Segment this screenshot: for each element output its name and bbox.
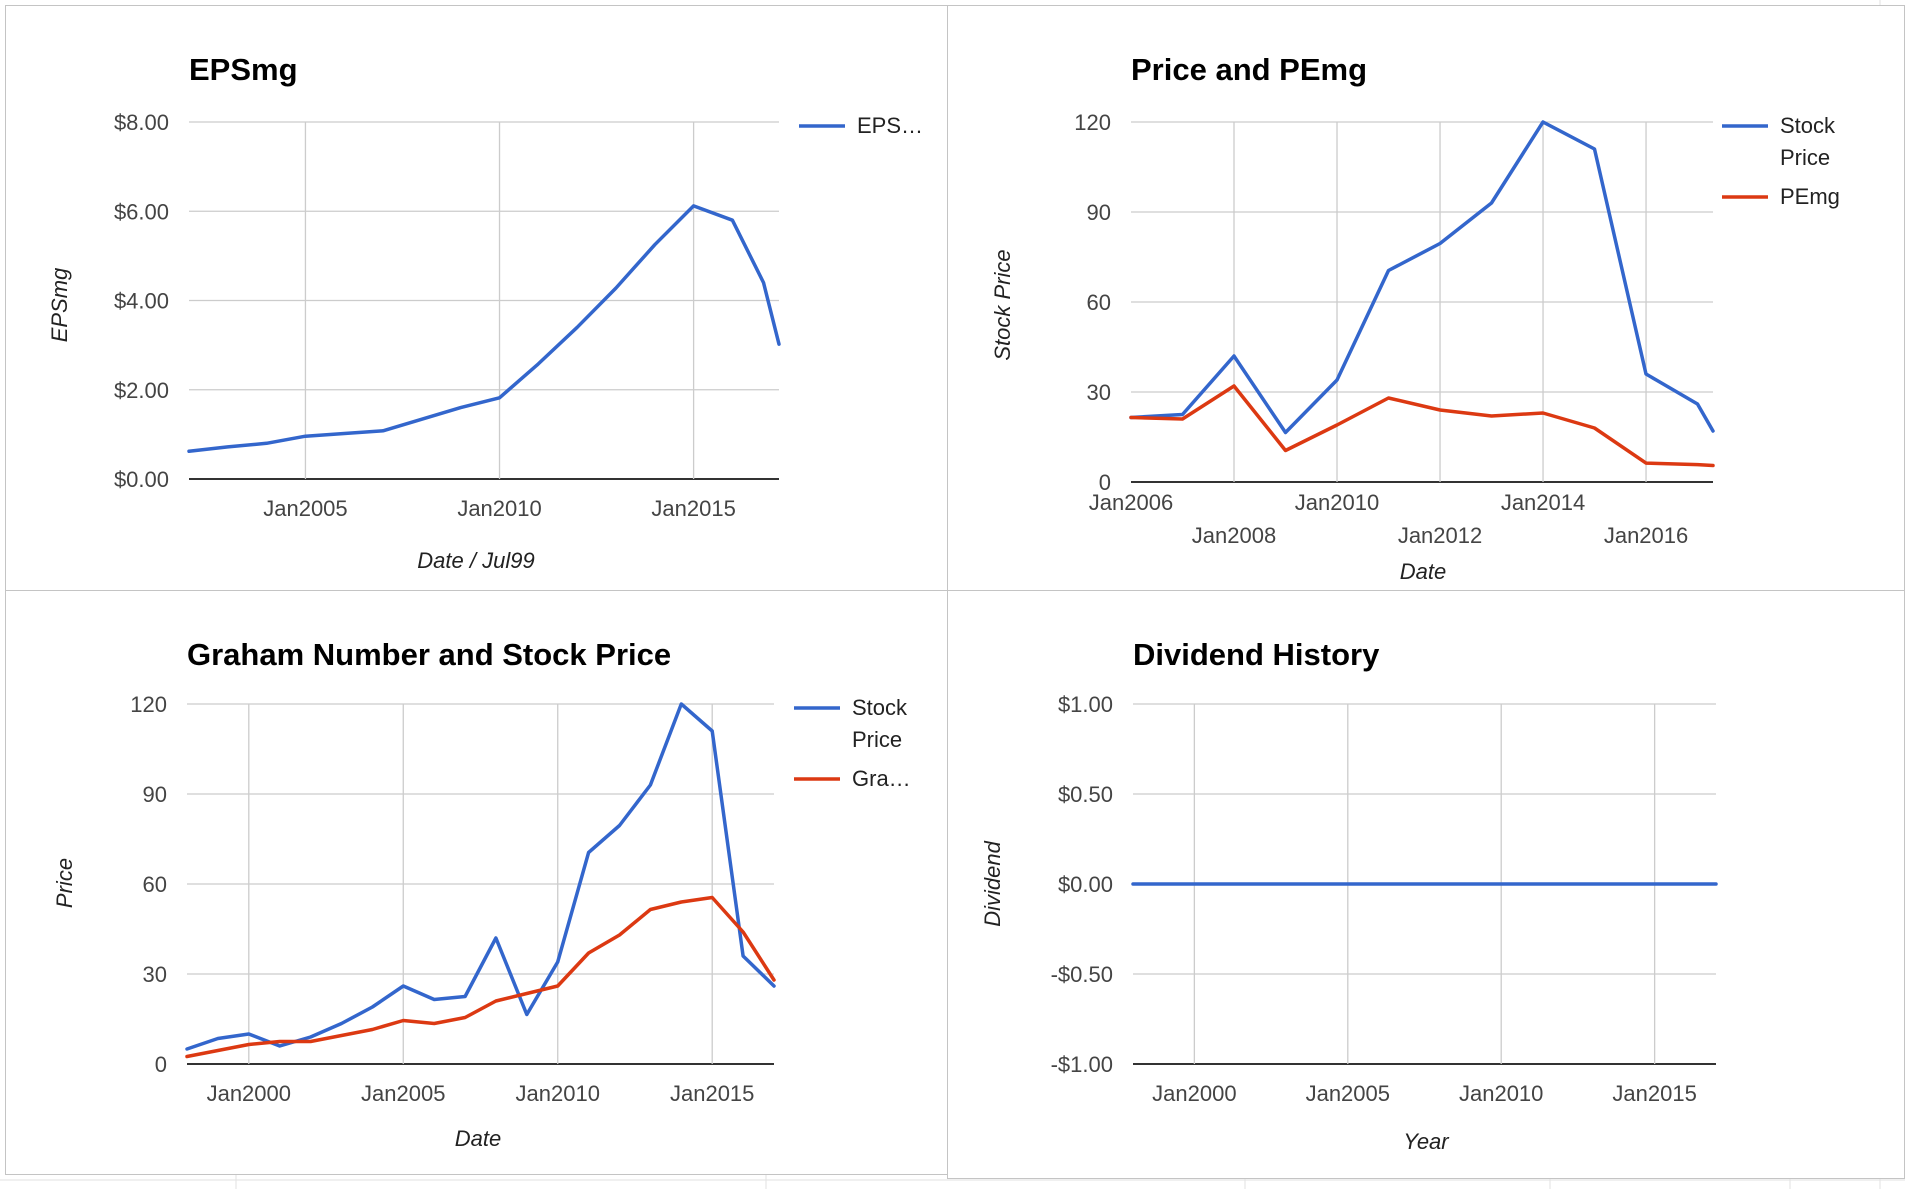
chart-panel-graham[interactable]: Graham Number and Stock Price 0 30 60 90 120…: [5, 590, 948, 1175]
graham-chart: Graham Number and Stock Price 0 30 60 90 120…: [52, 637, 911, 1151]
y-tick-label: $1.00: [1058, 692, 1113, 717]
legend-label: Gra…: [852, 766, 911, 791]
y-tick-label: 90: [143, 782, 167, 807]
x-tick-label: Jan2010: [1459, 1081, 1543, 1106]
x-tick-label: Jan2015: [651, 496, 735, 521]
x-tick-label: Jan2005: [1306, 1081, 1390, 1106]
y-tick-label: $0.00: [1058, 872, 1113, 897]
series-line-1: [1129, 384, 1715, 468]
series-line-1: [185, 895, 776, 1059]
x-axis-title: Date: [1400, 559, 1446, 584]
chart-panel-eps[interactable]: EPSmg $0.00 $2.00 $4.00 $6.00 $8.00 Jan2005 Ja…: [5, 5, 948, 591]
legend-item[interactable]: PEmg: [1722, 184, 1840, 209]
x-tick-label: Jan2006: [1089, 490, 1173, 515]
x-tick-label: Jan2015: [1612, 1081, 1696, 1106]
price-pe-chart: Price and PEmg 0 30 60 90 120 Jan2006 Jan2008 J…: [990, 52, 1840, 584]
y-tick-label: -$1.00: [1051, 1052, 1113, 1077]
dividend-chart: Dividend History $1.00 $0.50 $0.00 -$0.50 -$…: [980, 637, 1718, 1154]
x-axis-title: Date: [455, 1126, 501, 1151]
legend-label: Stock Price: [852, 695, 908, 752]
y-tick-label: $6.00: [114, 199, 169, 224]
x-tick-label: Jan2010: [457, 496, 541, 521]
y-tick-label: 120: [1074, 110, 1111, 135]
y-axis-title: Stock Price: [990, 249, 1015, 360]
eps-chart: EPSmg $0.00 $2.00 $4.00 $6.00 $8.00 Jan2005 Ja…: [47, 52, 923, 573]
x-axis-title: Date / Jul99: [417, 548, 534, 573]
legend-item[interactable]: Gra…: [794, 766, 911, 791]
x-tick-label: Jan2008: [1192, 523, 1276, 548]
y-axis-title: Dividend: [980, 840, 1005, 926]
x-tick-label: Jan2014: [1501, 490, 1585, 515]
y-tick-label: $0.50: [1058, 782, 1113, 807]
series-line-0: [185, 702, 776, 1051]
y-tick-label: 30: [1087, 380, 1111, 405]
x-tick-label: Jan2016: [1604, 523, 1688, 548]
x-tick-label: Jan2015: [670, 1081, 754, 1106]
legend-label: PEmg: [1780, 184, 1840, 209]
chart-title: Graham Number and Stock Price: [187, 637, 671, 672]
y-tick-label: 0: [155, 1052, 167, 1077]
legend-item[interactable]: Stock Price: [1722, 113, 1836, 170]
chart-title: Price and PEmg: [1131, 52, 1367, 87]
y-tick-label: 30: [143, 962, 167, 987]
x-axis-title: Year: [1403, 1129, 1450, 1154]
y-tick-label: $8.00: [114, 110, 169, 135]
chart-title: EPSmg: [189, 52, 298, 87]
series-line-0: [187, 204, 781, 454]
legend-item[interactable]: EPS…: [799, 113, 923, 138]
y-tick-label: 90: [1087, 200, 1111, 225]
y-tick-label: 60: [143, 872, 167, 897]
y-tick-label: -$0.50: [1051, 962, 1113, 987]
y-tick-label: $0.00: [114, 467, 169, 492]
y-tick-label: $2.00: [114, 378, 169, 403]
y-tick-label: $4.00: [114, 289, 169, 314]
y-tick-label: 120: [130, 692, 167, 717]
chart-panel-price-pe[interactable]: Price and PEmg 0 30 60 90 120 Jan2006 Jan2008 J…: [947, 5, 1905, 591]
y-axis-title: Price: [52, 858, 77, 908]
series-line-0: [1129, 120, 1715, 435]
y-axis-title: EPSmg: [47, 267, 72, 342]
y-tick-label: 0: [1099, 470, 1111, 495]
y-tick-label: 60: [1087, 290, 1111, 315]
chart-panel-dividend[interactable]: Dividend History $1.00 $0.50 $0.00 -$0.50 -$…: [947, 590, 1905, 1179]
x-tick-label: Jan2005: [361, 1081, 445, 1106]
legend-label: Stock Price: [1780, 113, 1836, 170]
x-tick-label: Jan2000: [1152, 1081, 1236, 1106]
chart-title: Dividend History: [1133, 637, 1380, 672]
x-tick-label: Jan2012: [1398, 523, 1482, 548]
x-tick-label: Jan2000: [207, 1081, 291, 1106]
legend-item[interactable]: Stock Price: [794, 695, 908, 752]
x-tick-label: Jan2010: [516, 1081, 600, 1106]
x-tick-label: Jan2010: [1295, 490, 1379, 515]
legend-label: EPS…: [857, 113, 923, 138]
x-tick-label: Jan2005: [263, 496, 347, 521]
